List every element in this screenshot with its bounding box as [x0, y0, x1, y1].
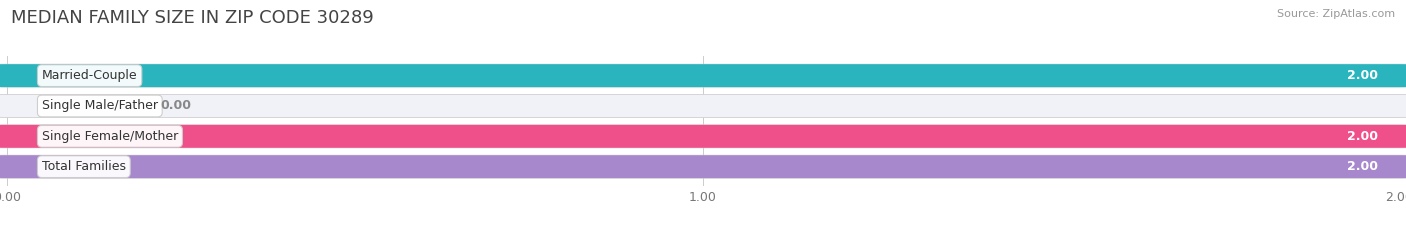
Text: Single Female/Mother: Single Female/Mother [42, 130, 179, 143]
Text: Married-Couple: Married-Couple [42, 69, 138, 82]
Text: 0.00: 0.00 [160, 99, 191, 113]
FancyBboxPatch shape [0, 155, 1406, 178]
FancyBboxPatch shape [0, 155, 1406, 178]
FancyBboxPatch shape [0, 64, 1406, 87]
Text: MEDIAN FAMILY SIZE IN ZIP CODE 30289: MEDIAN FAMILY SIZE IN ZIP CODE 30289 [11, 9, 374, 27]
FancyBboxPatch shape [0, 64, 1406, 87]
FancyBboxPatch shape [0, 125, 1406, 148]
FancyBboxPatch shape [0, 95, 1406, 117]
Text: 2.00: 2.00 [1347, 130, 1378, 143]
Text: Source: ZipAtlas.com: Source: ZipAtlas.com [1277, 9, 1395, 19]
Text: Total Families: Total Families [42, 160, 125, 173]
FancyBboxPatch shape [0, 125, 1406, 148]
Text: 2.00: 2.00 [1347, 160, 1378, 173]
Text: Single Male/Father: Single Male/Father [42, 99, 157, 113]
Text: 2.00: 2.00 [1347, 69, 1378, 82]
